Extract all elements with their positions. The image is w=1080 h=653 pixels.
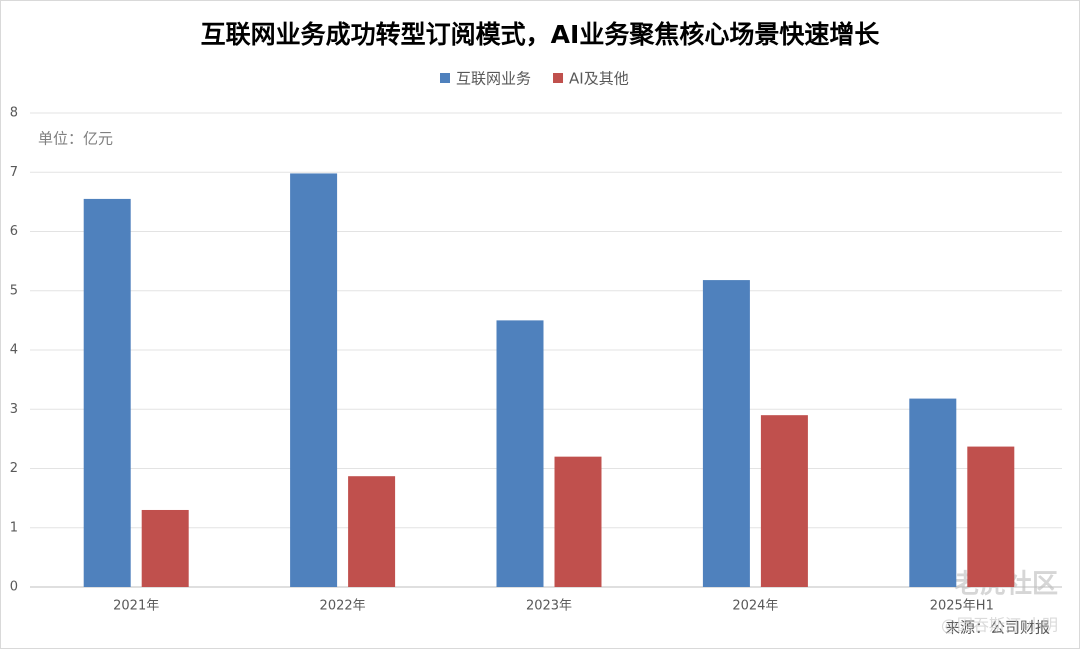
legend-label: AI及其他	[569, 70, 629, 88]
y-tick-label: 3	[10, 402, 18, 417]
y-tick-label: 4	[10, 343, 18, 358]
x-tick-label: 2021年	[113, 599, 159, 614]
y-tick-label: 1	[10, 520, 18, 535]
bar	[909, 398, 957, 587]
bar	[348, 476, 396, 587]
chart-title: 互联网业务成功转型订阅模式，AI业务聚焦核心场景快速增长	[201, 20, 881, 49]
bar	[702, 280, 750, 587]
bar	[967, 446, 1015, 587]
y-tick-label: 7	[10, 165, 18, 180]
legend-label: 互联网业务	[456, 70, 531, 88]
watermark: @因吞斯汀 小明	[941, 616, 1058, 635]
bar	[496, 320, 544, 587]
y-tick-label: 5	[10, 283, 18, 298]
legend-swatch	[553, 73, 564, 83]
bar	[141, 509, 189, 587]
x-tick-label: 2024年	[732, 599, 778, 614]
source-note: 来源：公司财报	[945, 619, 1050, 637]
bar	[290, 173, 338, 587]
bar	[554, 456, 602, 587]
legend-swatch	[440, 73, 450, 83]
bar	[760, 415, 808, 587]
unit-note: 单位：亿元	[38, 130, 113, 148]
bar	[83, 198, 131, 587]
x-tick-label: 2023年	[526, 599, 572, 614]
y-tick-label: 0	[10, 580, 18, 595]
y-tick-label: 2	[10, 461, 18, 476]
y-tick-label: 8	[10, 106, 18, 121]
x-tick-label: 2025年H1	[930, 599, 994, 614]
y-tick-label: 6	[10, 224, 18, 239]
x-tick-label: 2022年	[320, 599, 366, 614]
